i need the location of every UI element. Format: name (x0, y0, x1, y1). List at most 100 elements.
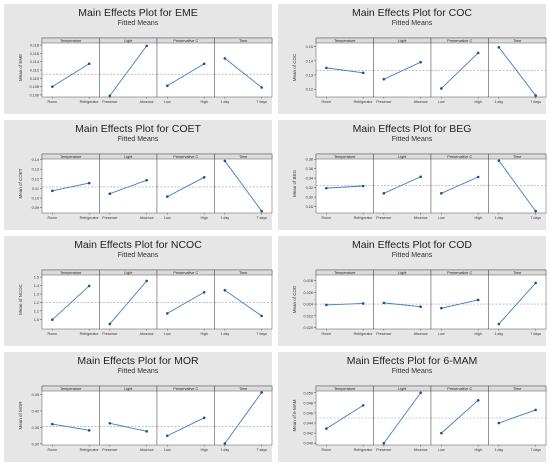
y-tick-label: 0.12 (306, 88, 313, 92)
data-point (497, 322, 501, 326)
effect-line (167, 176, 205, 198)
x-tick-label: Absence (140, 216, 154, 220)
y-tick-label: 1.0 (34, 318, 39, 322)
x-tick-label: 1 day (494, 448, 503, 452)
x-tick-label: Absence (140, 332, 154, 336)
data-point (419, 60, 422, 64)
y-tick-label: 0.38 (306, 158, 313, 162)
x-tick-label: Refrigerator (80, 216, 100, 220)
factor-panel (315, 385, 374, 446)
factor-panel (41, 269, 100, 330)
plot-area: 0.09 0.10 0.11 0.12 0.13 0.14 Mean of COET Temp… (18, 153, 273, 220)
factor-name: Temperature (334, 155, 355, 159)
x-tick-label: High (474, 216, 481, 220)
data-point (145, 44, 148, 48)
factor-panel (214, 153, 273, 214)
chart-subtitle: Fitted Means (391, 252, 433, 259)
x-tick-label: 1 day (220, 448, 229, 452)
x-tick-label: Low (164, 100, 171, 104)
x-tick-label: Room (48, 448, 58, 452)
y-axis-label: Mean of EME (18, 54, 23, 81)
effect-line (383, 392, 422, 444)
effect-line (167, 63, 205, 87)
data-point (260, 209, 263, 213)
factor-panel (488, 385, 547, 446)
data-point (87, 181, 91, 185)
y-tick-label: 0.30 (32, 442, 39, 446)
data-point (497, 45, 501, 49)
factor-name: Temperature (334, 39, 355, 43)
effect-line (441, 299, 479, 309)
factor-name: Preservative C (447, 155, 472, 159)
data-point (202, 416, 206, 420)
y-tick-label: 0.10 (32, 197, 39, 201)
x-tick-label: Low (164, 332, 171, 336)
main-effects-plot: Main Effects Plot for MOR Fitted Means 0.3… (4, 352, 273, 462)
factor-panel (214, 385, 273, 446)
x-tick-label: Presence (376, 332, 391, 336)
y-tick-label: 0.110 (30, 77, 39, 81)
data-point (497, 421, 501, 425)
effect-line (383, 61, 421, 80)
y-tick-label: 0.114 (30, 60, 39, 64)
data-point (440, 192, 443, 195)
effect-line (224, 58, 262, 88)
x-tick-label: 1 day (494, 216, 503, 220)
effect-line (326, 67, 364, 74)
x-tick-label: Absence (140, 100, 154, 104)
main-effects-plot: Main Effects Plot for NCOC Fitted Means 1.… (4, 236, 273, 346)
data-point (419, 175, 422, 179)
data-point (476, 175, 480, 179)
effect-line (498, 409, 536, 424)
x-tick-label: 7 days (256, 216, 267, 220)
factor-strip (488, 269, 547, 276)
data-point (325, 427, 328, 430)
effect-line (52, 423, 90, 431)
factor-panel (430, 385, 489, 446)
data-point (202, 290, 206, 294)
factor-name: Time (513, 39, 521, 43)
data-point (108, 322, 112, 326)
x-tick-label: Refrigerator (354, 332, 374, 336)
x-tick-label: Room (322, 332, 332, 336)
x-tick-label: Absence (414, 100, 428, 104)
effect-line (52, 285, 90, 321)
x-tick-label: High (200, 216, 207, 220)
x-tick-label: Absence (414, 216, 428, 220)
main-effects-plot: Main Effects Plot for COET Fitted Means 0.… (4, 120, 273, 230)
plot-area: 0.12 0.13 0.14 0.15 Mean of COC Temperature Ro… (292, 37, 547, 104)
data-point (382, 441, 386, 445)
x-tick-label: Room (48, 216, 58, 220)
factor-strip (214, 37, 273, 44)
effect-line (224, 160, 263, 212)
data-point (223, 288, 227, 292)
x-tick-label: 7 days (530, 332, 541, 336)
effect-line (383, 302, 421, 308)
data-point (166, 312, 169, 315)
factor-name: Time (513, 387, 521, 391)
data-point (166, 434, 169, 438)
factor-strip (214, 153, 273, 160)
factor-name: Light (398, 155, 407, 159)
factor-panel (156, 269, 215, 330)
factor-panel (373, 269, 432, 330)
data-point (476, 399, 480, 402)
y-tick-label: 0.042 (303, 432, 313, 436)
x-tick-label: Absence (414, 448, 428, 452)
factor-panel (430, 269, 489, 330)
x-tick-label: Refrigerator (80, 332, 100, 336)
x-tick-label: 7 days (530, 216, 541, 220)
y-axis-label: Mean of COET (18, 168, 23, 198)
data-point (108, 192, 112, 196)
effect-line (109, 280, 147, 325)
y-tick-label: 0.35 (32, 426, 39, 430)
x-tick-label: 7 days (530, 100, 541, 104)
x-tick-label: Low (164, 216, 171, 220)
factor-panel (41, 153, 100, 214)
y-tick-label: 0.14 (306, 59, 313, 63)
factor-name: Temperature (334, 271, 355, 275)
factor-name: Preservative C (173, 271, 198, 275)
factor-name: Time (513, 155, 521, 159)
y-tick-label: 1.5 (34, 276, 39, 280)
x-tick-label: Room (322, 216, 332, 220)
